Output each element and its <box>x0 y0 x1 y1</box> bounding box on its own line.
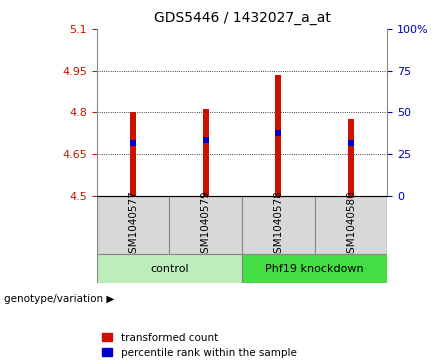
Bar <box>130 113 136 196</box>
Bar <box>169 196 242 254</box>
Bar <box>203 109 209 196</box>
Title: GDS5446 / 1432027_a_at: GDS5446 / 1432027_a_at <box>154 11 330 25</box>
Bar <box>97 196 169 254</box>
Text: GSM1040577: GSM1040577 <box>128 190 138 260</box>
Bar <box>315 196 387 254</box>
Text: genotype/variation ▶: genotype/variation ▶ <box>4 294 115 305</box>
Bar <box>97 254 242 283</box>
Bar <box>275 75 281 196</box>
Legend: transformed count, percentile rank within the sample: transformed count, percentile rank withi… <box>102 333 297 358</box>
Text: control: control <box>150 264 189 274</box>
Bar <box>348 119 354 196</box>
Bar <box>242 254 387 283</box>
Text: GSM1040579: GSM1040579 <box>201 190 211 260</box>
Text: GSM1040578: GSM1040578 <box>273 190 283 260</box>
Bar <box>242 196 315 254</box>
Text: GSM1040580: GSM1040580 <box>346 190 356 260</box>
Text: Phf19 knockdown: Phf19 knockdown <box>265 264 364 274</box>
